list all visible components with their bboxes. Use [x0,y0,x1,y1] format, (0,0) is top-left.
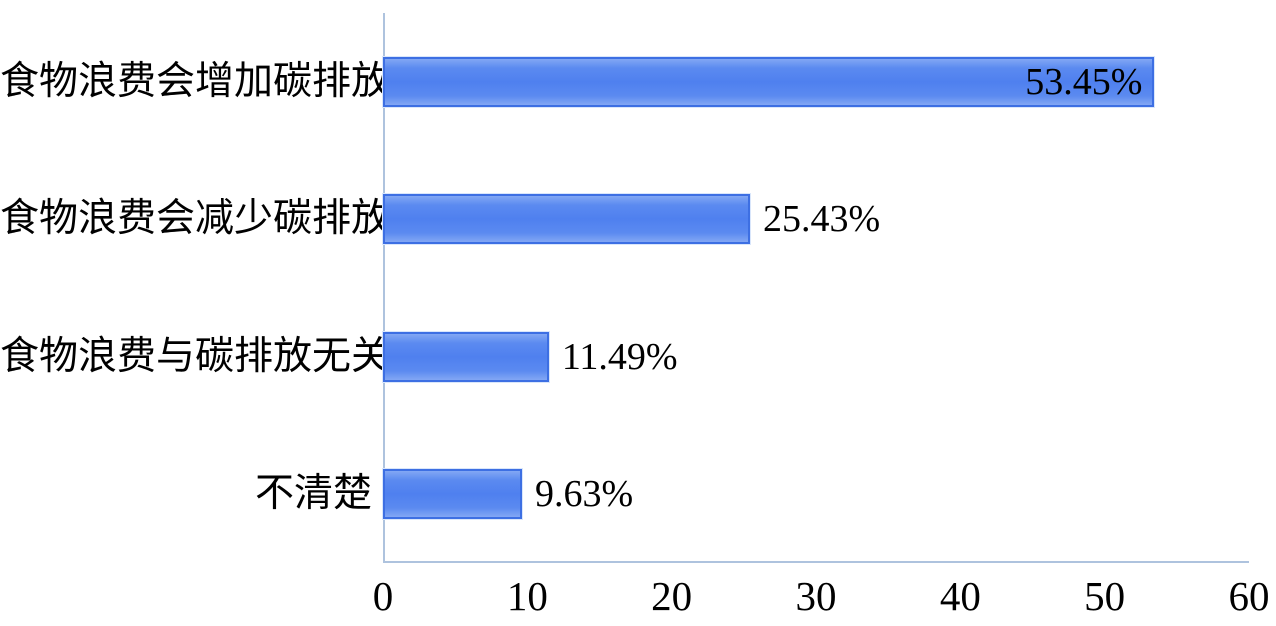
category-label-1: 食物浪费会增加碳排放 [0,59,391,103]
category-label-3: 食物浪费与碳排放无关 [0,334,391,378]
x-tick-20: 20 [651,573,693,619]
bar-segment-3[interactable] [382,330,550,383]
x-tick-50: 50 [1084,573,1126,619]
x-tick-0: 0 [372,573,394,619]
value-label-3: 11.49% [561,335,678,378]
value-label-4: 9.63% [534,473,634,516]
bar-segment-2[interactable] [381,193,752,246]
value-label-2: 25.43% [763,198,881,241]
value-label-1: 53.45% [1025,60,1143,103]
x-tick-60: 60 [1228,573,1270,619]
category-label-4: 不清楚 [254,472,372,516]
bar-segment-1[interactable]: 53.45% [381,55,1156,108]
plot-area [383,13,1249,563]
category-label-2: 食物浪费会减少碳排放 [0,197,391,241]
bar-segment-4[interactable] [382,468,523,521]
x-tick-10: 10 [506,573,548,619]
x-tick-40: 40 [939,573,981,619]
x-tick-30: 30 [795,573,837,619]
